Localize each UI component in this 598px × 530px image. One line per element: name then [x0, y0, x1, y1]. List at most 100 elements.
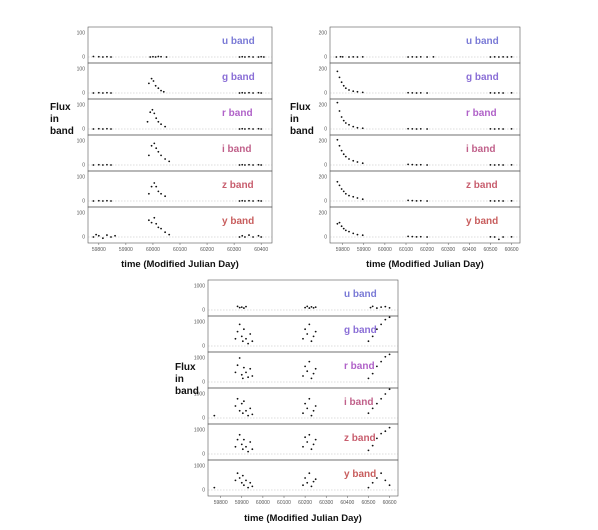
data-point: [240, 402, 243, 405]
data-point: [252, 164, 254, 166]
data-point: [157, 87, 160, 90]
panel-r-band: 1000 0 r band: [194, 351, 399, 389]
y-tick-label: 200: [319, 67, 328, 73]
data-point: [238, 164, 241, 166]
data-point: [371, 444, 374, 447]
data-point: [245, 445, 247, 448]
y-tick-label: 200: [319, 139, 328, 145]
data-point: [110, 56, 112, 58]
data-point: [238, 128, 241, 130]
x-axis-title: time (Modified Julian Day): [244, 513, 362, 524]
data-point: [340, 149, 343, 152]
data-point: [415, 235, 418, 238]
data-point: [152, 55, 154, 58]
data-point: [257, 163, 260, 166]
data-point: [92, 236, 95, 238]
x-tick-label: 59900: [357, 247, 371, 253]
data-point: [168, 233, 171, 236]
data-point: [238, 433, 241, 436]
data-point: [164, 231, 167, 234]
data-point: [348, 194, 350, 197]
data-point: [510, 55, 513, 58]
data-point: [497, 163, 500, 166]
data-point: [310, 485, 313, 488]
data-point: [168, 160, 171, 163]
y-tick-label: 0: [324, 163, 327, 169]
data-point: [234, 445, 237, 448]
y-tick-label: 0: [324, 199, 327, 205]
band-label: u band: [222, 36, 255, 47]
data-point: [245, 371, 247, 374]
data-point: [426, 164, 429, 166]
panel-i-band: 1000 0 i band: [194, 387, 399, 425]
data-point: [244, 92, 246, 94]
data-point: [375, 402, 378, 405]
data-point: [153, 182, 156, 184]
data-point: [234, 405, 237, 407]
data-point: [310, 340, 313, 343]
y-tick-label: 0: [82, 55, 85, 61]
data-point: [251, 485, 254, 488]
x-tick-label: 59900: [235, 500, 249, 506]
data-point: [257, 199, 260, 202]
data-point: [384, 305, 387, 308]
y-tick-label: 1000: [194, 464, 205, 470]
data-point: [241, 448, 244, 451]
x-tick-label: 60000: [378, 247, 392, 253]
data-point: [244, 128, 246, 130]
data-point: [411, 91, 414, 94]
data-point: [236, 472, 239, 475]
data-point: [380, 472, 383, 475]
data-point: [248, 55, 250, 58]
data-point: [236, 397, 239, 400]
x-tick-label: 60200: [298, 500, 312, 506]
y-axis-title: Flux in band: [175, 362, 199, 397]
data-point: [502, 92, 505, 94]
data-point: [335, 56, 338, 58]
data-point: [308, 472, 311, 475]
data-point: [249, 333, 252, 335]
y-axis-title-line: Flux: [290, 102, 311, 113]
data-point: [407, 91, 410, 94]
data-point: [497, 199, 500, 202]
data-point: [367, 377, 370, 380]
data-point: [340, 188, 343, 190]
data-point: [361, 234, 364, 237]
data-point: [489, 91, 492, 94]
band-label: i band: [344, 397, 373, 408]
data-point: [241, 163, 244, 166]
data-point: [314, 405, 317, 407]
y-tick-label: 1000: [194, 320, 205, 326]
panel-frame: [207, 459, 399, 497]
data-point: [361, 55, 364, 58]
y-tick-label: 0: [324, 235, 327, 241]
data-point: [493, 164, 496, 166]
data-point: [152, 80, 155, 82]
data-point: [415, 128, 418, 130]
data-point: [361, 198, 364, 201]
data-point: [106, 91, 108, 94]
data-point: [310, 377, 313, 380]
data-point: [310, 448, 313, 451]
data-point: [419, 199, 422, 202]
data-point: [342, 119, 345, 122]
y-tick-label: 0: [324, 55, 327, 61]
data-point: [106, 127, 108, 130]
data-point: [375, 328, 378, 331]
y-tick-label: 0: [324, 91, 327, 97]
data-point: [154, 84, 157, 87]
y-axis-title-line: Flux: [175, 362, 196, 373]
data-point: [338, 110, 341, 112]
data-point: [155, 222, 158, 225]
data-point: [415, 92, 418, 94]
y-tick-label: 100: [77, 31, 86, 37]
data-point: [344, 87, 347, 90]
data-point: [419, 91, 422, 94]
data-point: [160, 123, 162, 126]
data-point: [306, 333, 309, 335]
data-point: [249, 367, 252, 370]
data-point: [242, 328, 245, 331]
data-point: [302, 412, 304, 415]
x-tick-label: 60300: [227, 247, 241, 253]
data-point: [502, 236, 505, 238]
